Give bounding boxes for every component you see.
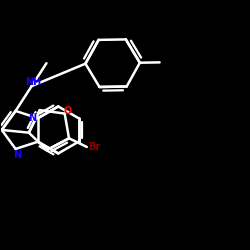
Text: N: N [28,113,36,123]
Text: Br: Br [88,142,100,152]
Text: NH: NH [25,76,41,86]
Text: O: O [63,106,71,116]
Text: N: N [13,150,21,160]
